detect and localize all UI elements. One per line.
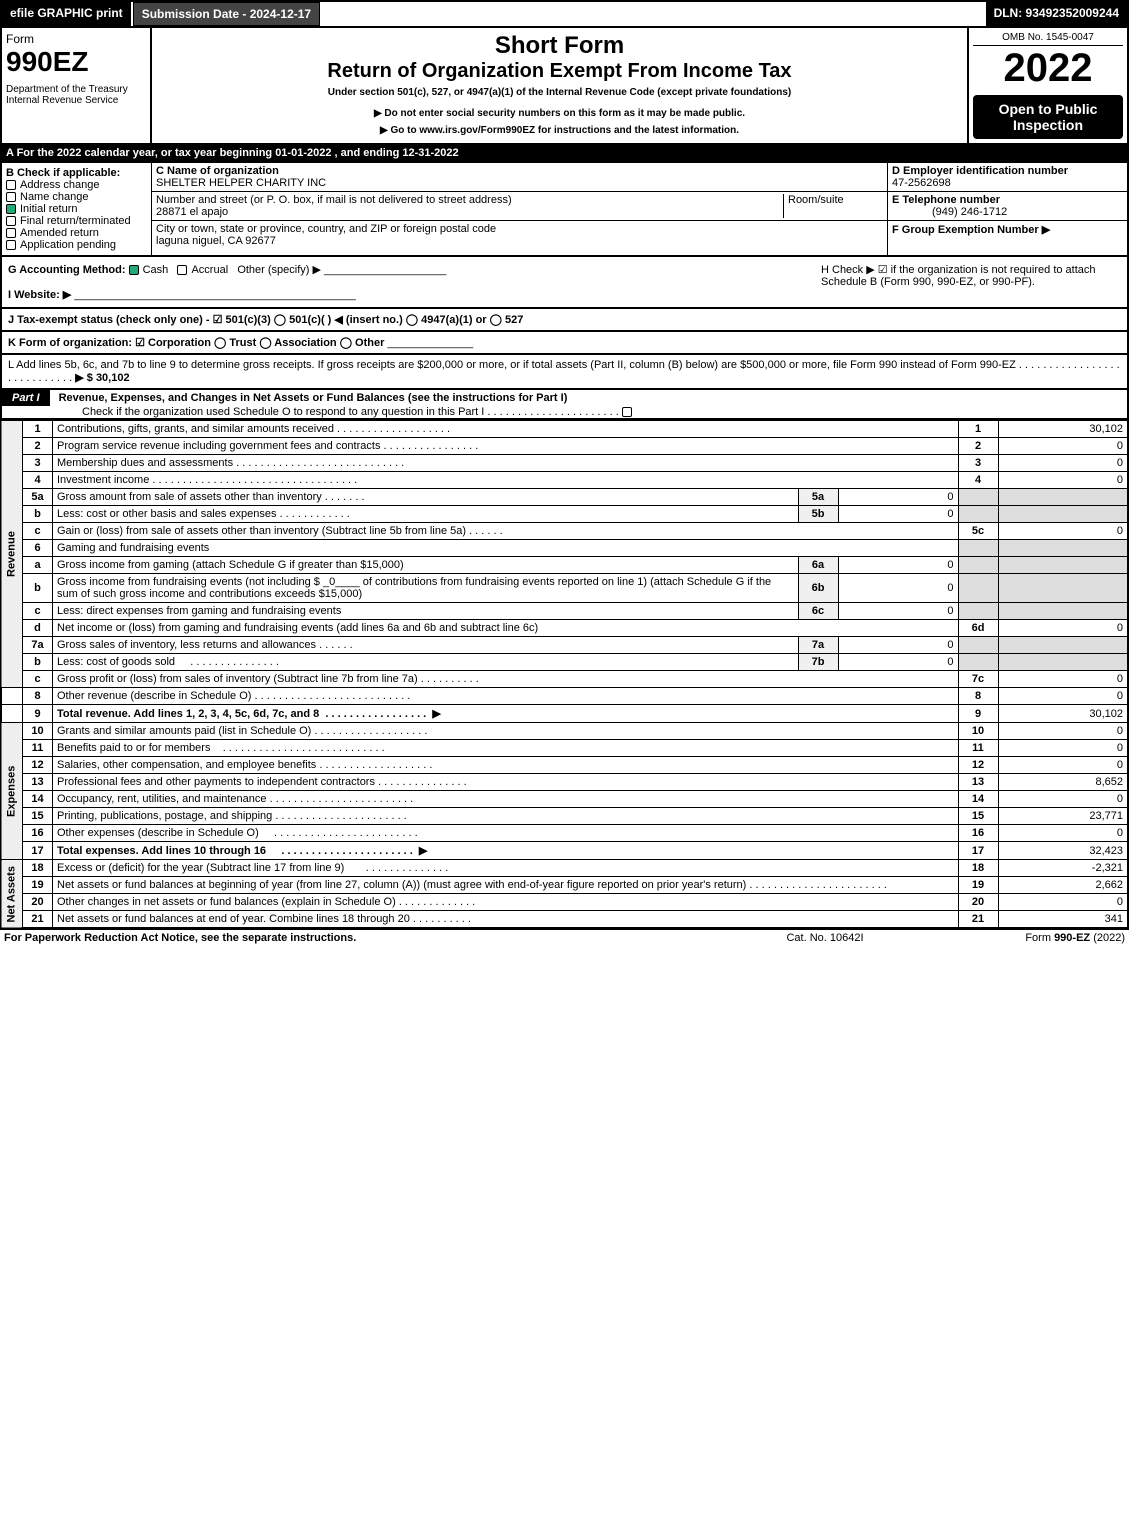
ein-label: D Employer identification number: [892, 165, 1068, 177]
sidebar-revenue: Revenue: [1, 421, 23, 688]
sidebar-net-assets: Net Assets: [1, 860, 23, 929]
line-4: 4Investment income . . . . . . . . . . .…: [1, 472, 1128, 489]
open-inspection-badge: Open to Public Inspection: [973, 95, 1123, 139]
line-6: 6Gaming and fundraising events: [1, 540, 1128, 557]
row-a-tax-year: A For the 2022 calendar year, or tax yea…: [0, 145, 1129, 163]
line-7b: bLess: cost of goods sold . . . . . . . …: [1, 654, 1128, 671]
org-name: SHELTER HELPER CHARITY INC: [156, 177, 326, 189]
line-9: 9Total revenue. Add lines 1, 2, 3, 4, 5c…: [1, 705, 1128, 723]
line-15: 15Printing, publications, postage, and s…: [1, 808, 1128, 825]
irs-label: Internal Revenue Service: [6, 95, 146, 106]
chk-amended-return[interactable]: Amended return: [6, 227, 147, 239]
footer-paperwork: For Paperwork Reduction Act Notice, see …: [4, 932, 725, 944]
line-21: 21Net assets or fund balances at end of …: [1, 911, 1128, 929]
chk-accrual[interactable]: [177, 265, 187, 275]
page-footer: For Paperwork Reduction Act Notice, see …: [0, 929, 1129, 946]
line-8: 8Other revenue (describe in Schedule O) …: [1, 688, 1128, 705]
city-value: laguna niguel, CA 92677: [156, 235, 276, 247]
part1-table: Revenue 1Contributions, gifts, grants, a…: [0, 420, 1129, 929]
omb-number: OMB No. 1545-0047: [973, 32, 1123, 46]
line-5a: 5aGross amount from sale of assets other…: [1, 489, 1128, 506]
chk-address-change[interactable]: Address change: [6, 179, 147, 191]
street-value: 28871 el apajo: [156, 206, 228, 218]
line-5c: cGain or (loss) from sale of assets othe…: [1, 523, 1128, 540]
topbar: efile GRAPHIC print Submission Date - 20…: [0, 0, 1129, 28]
section-bcd: B Check if applicable: Address change Na…: [0, 163, 1129, 257]
tel-value: (949) 246-1712: [892, 206, 1007, 218]
line-18: Net Assets 18Excess or (deficit) for the…: [1, 860, 1128, 877]
col-c-org-info: C Name of organization SHELTER HELPER CH…: [152, 163, 887, 255]
under-section: Under section 501(c), 527, or 4947(a)(1)…: [156, 87, 963, 98]
line-6a: aGross income from gaming (attach Schedu…: [1, 557, 1128, 574]
efile-print-button[interactable]: efile GRAPHIC print: [2, 2, 133, 26]
room-label: Room/suite: [788, 194, 844, 206]
line-6b: bGross income from fundraising events (n…: [1, 574, 1128, 603]
chk-cash[interactable]: [129, 265, 139, 275]
row-k-form-org: K Form of organization: ☑ Corporation ◯ …: [0, 332, 1129, 355]
return-title: Return of Organization Exempt From Incom…: [156, 60, 963, 83]
line-20: 20Other changes in net assets or fund ba…: [1, 894, 1128, 911]
g-label: G Accounting Method:: [8, 264, 126, 276]
chk-final-return[interactable]: Final return/terminated: [6, 215, 147, 227]
line-7c: cGross profit or (loss) from sales of in…: [1, 671, 1128, 688]
col-b-checkboxes: B Check if applicable: Address change Na…: [2, 163, 152, 255]
line-12: 12Salaries, other compensation, and empl…: [1, 757, 1128, 774]
c-name-label: C Name of organization: [156, 165, 279, 177]
other-specify: Other (specify) ▶: [237, 264, 321, 276]
dept-label: Department of the Treasury: [6, 84, 146, 95]
line-6d: dNet income or (loss) from gaming and fu…: [1, 620, 1128, 637]
sidebar-expenses: Expenses: [1, 723, 23, 860]
row-j-tax-exempt: J Tax-exempt status (check only one) - ☑…: [0, 309, 1129, 332]
form-header: Form 990EZ Department of the Treasury In…: [0, 28, 1129, 145]
line-6c: cLess: direct expenses from gaming and f…: [1, 603, 1128, 620]
footer-catno: Cat. No. 10642I: [725, 932, 925, 944]
line-7a: 7aGross sales of inventory, less returns…: [1, 637, 1128, 654]
line-3: 3Membership dues and assessments . . . .…: [1, 455, 1128, 472]
chk-application-pending[interactable]: Application pending: [6, 239, 147, 251]
chk-initial-return[interactable]: Initial return: [6, 203, 147, 215]
h-schedule-b: H Check ▶ ☑ if the organization is not r…: [821, 263, 1121, 301]
footer-formid: Form 990-EZ (2022): [925, 932, 1125, 944]
row-l-gross-receipts: L Add lines 5b, 6c, and 7b to line 9 to …: [0, 355, 1129, 390]
submission-date-button[interactable]: Submission Date - 2024-12-17: [133, 2, 320, 26]
col-d-ein-tel: D Employer identification number 47-2562…: [887, 163, 1127, 255]
line-11: 11Benefits paid to or for members . . . …: [1, 740, 1128, 757]
line-14: 14Occupancy, rent, utilities, and mainte…: [1, 791, 1128, 808]
line-1: Revenue 1Contributions, gifts, grants, a…: [1, 421, 1128, 438]
part1-check-note: Check if the organization used Schedule …: [2, 404, 642, 420]
line-2: 2Program service revenue including gover…: [1, 438, 1128, 455]
b-heading: B Check if applicable:: [6, 167, 147, 179]
chk-schedule-o[interactable]: [622, 407, 632, 417]
city-label: City or town, state or province, country…: [156, 223, 496, 235]
street-label: Number and street (or P. O. box, if mail…: [156, 194, 512, 206]
form-number: 990EZ: [6, 46, 146, 78]
goto-link[interactable]: ▶ Go to www.irs.gov/Form990EZ for instru…: [156, 125, 963, 136]
part1-header: Part I Revenue, Expenses, and Changes in…: [0, 390, 1129, 420]
line-10: Expenses 10Grants and similar amounts pa…: [1, 723, 1128, 740]
form-word: Form: [6, 32, 146, 46]
short-form-title: Short Form: [156, 32, 963, 60]
dln-label: DLN: 93492352009244: [986, 2, 1127, 26]
i-website: I Website: ▶: [8, 289, 71, 301]
line-13: 13Professional fees and other payments t…: [1, 774, 1128, 791]
tax-year: 2022: [973, 46, 1123, 91]
ein-value: 47-2562698: [892, 177, 951, 189]
line-16: 16Other expenses (describe in Schedule O…: [1, 825, 1128, 842]
line-19: 19Net assets or fund balances at beginni…: [1, 877, 1128, 894]
row-gh: G Accounting Method: Cash Accrual Other …: [0, 257, 1129, 309]
donot-note: ▶ Do not enter social security numbers o…: [156, 108, 963, 119]
line-5b: bLess: cost or other basis and sales exp…: [1, 506, 1128, 523]
chk-name-change[interactable]: Name change: [6, 191, 147, 203]
line-17: 17Total expenses. Add lines 10 through 1…: [1, 842, 1128, 860]
tel-label: E Telephone number: [892, 194, 1000, 206]
group-exemption-label: F Group Exemption Number ▶: [892, 224, 1050, 236]
